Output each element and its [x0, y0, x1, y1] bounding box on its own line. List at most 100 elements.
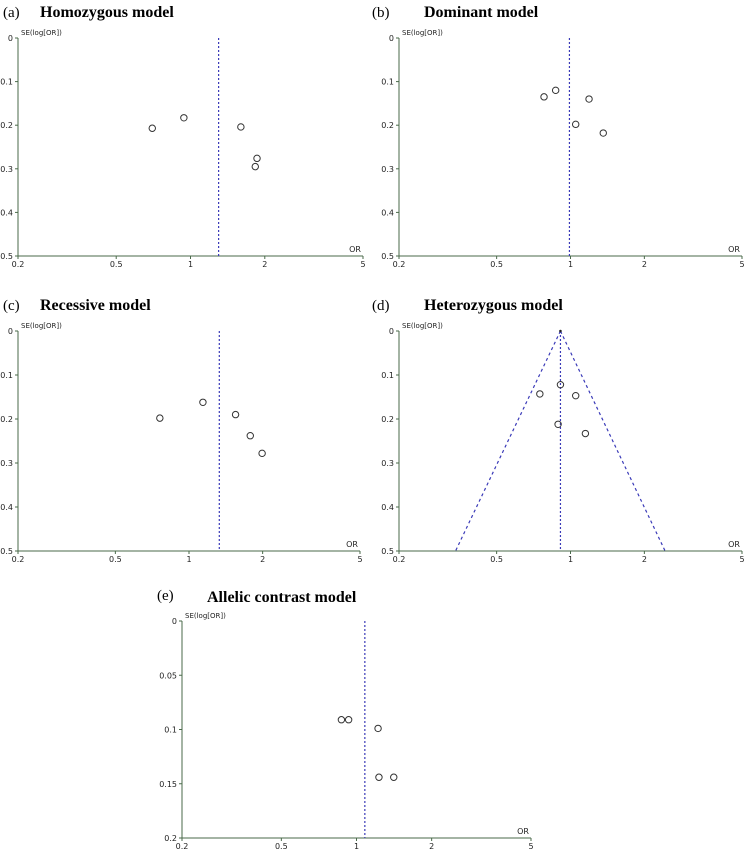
x-tick-label: 2: [642, 260, 647, 269]
study-point: [556, 380, 565, 389]
funnel-left-line: [455, 330, 561, 552]
x-tick-label: 1: [568, 555, 573, 564]
y-tick-label: 0.4: [381, 503, 394, 512]
y-tick-label: 0: [8, 34, 13, 43]
study-point: [554, 420, 562, 428]
funnel-plot-e: 0 0.05 0.1 0.15 0.20.2 0.5 1 2 5 SE(log[OR]) OR: [159, 612, 533, 851]
x-tick-label: 1: [354, 842, 359, 851]
study-point: [180, 114, 188, 122]
x-tick-label: 0.5: [490, 555, 503, 564]
x-tick-label: 2: [429, 842, 434, 851]
x-tick-label: 1: [188, 260, 193, 269]
study-point: [237, 123, 245, 131]
x-tick-label: 0.5: [109, 555, 122, 564]
y-tick-label: 0: [389, 34, 394, 43]
study-point: [374, 724, 382, 733]
y-tick-label: 0.5: [381, 547, 394, 556]
x-tick-label: 2: [642, 555, 647, 564]
study-point: [585, 95, 593, 103]
y-tick-label: 0.5: [0, 547, 13, 556]
x-tick-label: 5: [528, 842, 533, 851]
panel-label: (b): [372, 5, 390, 21]
funnel-apex: [559, 329, 562, 333]
study-point: [571, 120, 580, 129]
panel-b: (b) Dominant model 0 0.1 0.2 0.3 0.4 0.5 0.2 0.…: [372, 0, 750, 290]
panel-d: (d) Heterozygous model 0 0.1 0.2 0.3 0.4 0.5 0…: [372, 293, 750, 583]
study-point: [375, 773, 383, 781]
study-point: [251, 162, 259, 171]
study-point: [156, 414, 164, 422]
study-point: [337, 716, 346, 724]
x-axis-label: OR: [349, 245, 361, 254]
y-tick-label: 0.3: [0, 459, 13, 468]
y-tick-label: 0.3: [0, 165, 13, 174]
y-tick-label: 0.3: [381, 459, 394, 468]
panel-title: Dominant model: [424, 4, 539, 21]
y-tick-label: 0.2: [381, 415, 394, 424]
panel-title: Recessive model: [40, 297, 151, 314]
study-point: [571, 391, 580, 400]
x-tick-label: 0.2: [12, 555, 25, 564]
panel-label: (e): [157, 588, 174, 604]
x-axis-label: OR: [728, 245, 740, 254]
y-tick-label: 0.5: [0, 252, 13, 261]
y-tick-label: 0.1: [164, 726, 177, 735]
y-axis-label: SE(log[OR]): [402, 322, 443, 330]
y-tick-label: 0: [389, 327, 394, 336]
study-point: [599, 129, 607, 137]
study-point: [199, 398, 207, 406]
x-tick-label: 5: [739, 260, 744, 269]
y-tick-label: 0.1: [0, 371, 13, 380]
study-point: [148, 124, 156, 132]
y-tick-label: 0.2: [381, 121, 394, 130]
funnel-plot-b: 00.10.20.30.40.50.2 0.5 1 2 5SE(log[OR])OR: [381, 29, 744, 269]
panel-label: (d): [372, 298, 390, 314]
y-axis-label: SE(log[OR]): [21, 322, 62, 330]
funnel-plot-a: 00.10.20.30.40.50.2 0.5 1 2 5SE(log[OR])OR: [0, 29, 365, 269]
study-point: [390, 773, 398, 781]
y-tick-label: 0.1: [0, 78, 13, 87]
study-point: [258, 449, 266, 458]
y-tick-label: 0.3: [381, 165, 394, 174]
x-tick-label: 2: [262, 260, 267, 269]
y-tick-label: 0: [172, 617, 177, 626]
y-tick-label: 0.5: [381, 252, 394, 261]
x-tick-label: 0.2: [393, 555, 406, 564]
x-tick-label: 0.2: [12, 260, 25, 269]
study-point: [540, 93, 548, 101]
x-tick-label: 1: [568, 260, 573, 269]
x-axis-label: OR: [728, 540, 740, 549]
y-tick-label: 0.2: [0, 121, 13, 130]
panel-label: (a): [3, 5, 20, 21]
funnel-plot-d: 00.10.20.30.40.50.2 0.5 1 2 5SE(log[OR])OR: [381, 322, 744, 564]
study-point: [246, 432, 254, 440]
study-point: [344, 716, 353, 724]
study-point: [551, 86, 560, 95]
study-point: [536, 390, 544, 398]
panel-label: (c): [3, 298, 20, 314]
x-tick-label: 0.2: [393, 260, 406, 269]
funnel-plot-c: 00.10.20.30.40.50.2 0.5 1 2 5SE(log[OR])OR: [0, 322, 362, 564]
x-tick-label: 5: [360, 260, 365, 269]
y-tick-label: 0.4: [381, 208, 394, 217]
panel-c: (c) Recessive model 0 0.1 0.2 0.3 0.4 0.5 0.2 0…: [0, 293, 375, 583]
panel-title: Homozygous model: [40, 4, 174, 21]
y-tick-label: 0: [8, 327, 13, 336]
x-tick-label: 1: [186, 555, 191, 564]
x-axis-label: OR: [517, 827, 529, 836]
panel-e: (e) Allelic contrast model 0 0.05 0.1 0.15 0…: [157, 585, 535, 853]
y-tick-label: 0.4: [0, 503, 13, 512]
x-tick-label: 0.2: [176, 842, 189, 851]
panel-title: Allelic contrast model: [207, 589, 357, 606]
y-axis-label: SE(log[OR]): [21, 29, 62, 37]
x-tick-label: 0.5: [275, 842, 288, 851]
panel-title: Heterozygous model: [424, 297, 563, 314]
y-tick-label: 0.2: [0, 415, 13, 424]
funnel-right-line: [559, 330, 666, 552]
study-point: [253, 154, 261, 163]
x-tick-label: 0.5: [490, 260, 503, 269]
y-tick-label: 0.05: [159, 671, 177, 680]
x-tick-label: 5: [739, 555, 744, 564]
y-tick-label: 0.1: [381, 78, 394, 87]
x-tick-label: 2: [260, 555, 265, 564]
